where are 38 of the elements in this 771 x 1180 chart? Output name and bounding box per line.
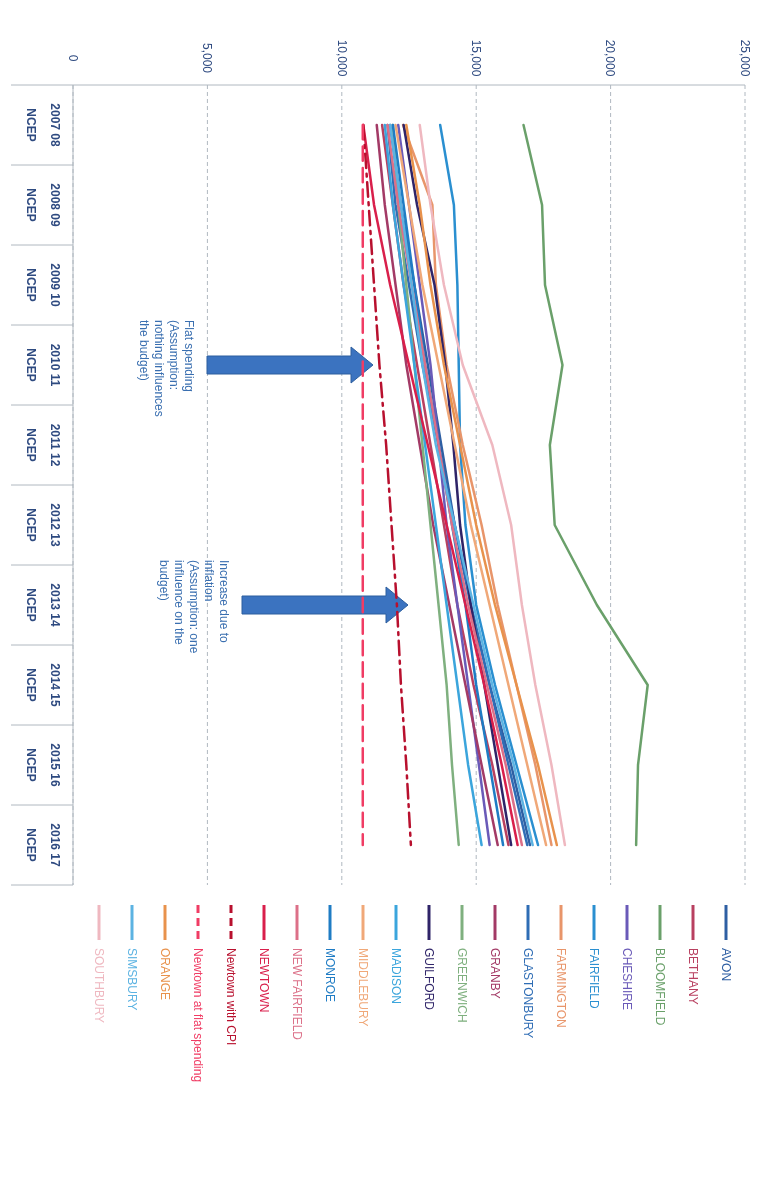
text: SIMSBURY	[124, 948, 139, 1011]
text: GLASTONBURY	[520, 948, 535, 1039]
text: BETHANY	[685, 948, 700, 1005]
text: MADISON	[388, 948, 403, 1005]
text: SOUTHBURY	[91, 948, 106, 1024]
y-tick-label: 2014 15 NCEP	[24, 663, 62, 708]
text: NEWTOWN	[256, 948, 271, 1013]
annotation: Flat spending (Assumption: nothing influences the budget)	[137, 320, 196, 417]
y-tick-label: 2012 13 NCEP	[24, 503, 62, 548]
text: CHESHIRE	[619, 948, 634, 1011]
text: FARMINGTON	[553, 948, 568, 1028]
y-tick-label: 2010 11 NCEP	[24, 343, 62, 387]
x-tick-label: 10,000	[334, 39, 349, 77]
text: Newtown at flat spending	[190, 948, 205, 1083]
x-tick-label: 20,000	[603, 39, 618, 77]
annotation: Increase due to inflation (Assumption: one influence on the budget)	[157, 560, 231, 654]
text: MONROE	[322, 948, 337, 1002]
y-tick-label: 2013 14 NCEP	[24, 583, 62, 628]
text: MIDDLEBURY	[355, 948, 370, 1027]
text: NEW FAIRFIELD	[289, 948, 304, 1041]
y-tick-label: 2015 16 NCEP	[24, 743, 62, 788]
x-tick-label: 5,000	[200, 42, 215, 74]
text: ORANGE	[157, 948, 172, 1001]
x-tick-label: 25,000	[737, 39, 752, 77]
y-tick-label: 2016 17 NCEP	[24, 823, 62, 868]
text: FAIRFIELD	[586, 948, 601, 1010]
text: AVON	[718, 948, 733, 982]
text: GUILFORD	[421, 948, 436, 1011]
text: GREENWICH	[454, 948, 469, 1023]
y-tick-label: 2009 10 NCEP	[24, 263, 62, 308]
x-tick-label: 0	[65, 54, 80, 62]
y-tick-label: 2007 08 NCEP	[24, 103, 62, 148]
x-tick-label: 15,000	[469, 39, 483, 77]
y-tick-label: 2008 09 NCEP	[24, 183, 62, 228]
text: Newtown with CPI	[223, 948, 238, 1046]
text: GRANBY	[487, 948, 502, 999]
text: BLOOMFIELD	[652, 948, 667, 1026]
y-tick-label: 2011 12 NCEP	[24, 423, 62, 467]
